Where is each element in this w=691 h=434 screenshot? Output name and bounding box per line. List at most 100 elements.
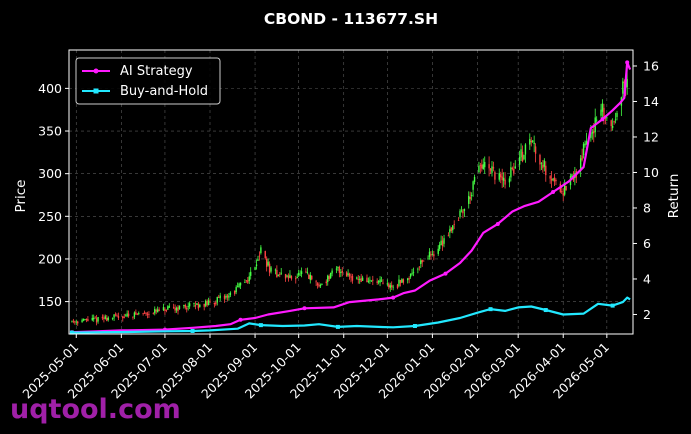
candle-body — [299, 274, 301, 276]
candle-body — [613, 121, 615, 123]
candle-body — [319, 284, 322, 287]
legend-label-buy-and-hold: Buy-and-Hold — [120, 84, 208, 99]
candle-body — [206, 301, 208, 306]
legend-box — [75, 57, 221, 105]
candle-body — [510, 167, 512, 178]
candle-body — [219, 295, 221, 299]
candle-body — [611, 125, 614, 128]
candle-body — [124, 315, 127, 317]
candle-body — [239, 282, 242, 286]
candle-body — [175, 307, 178, 311]
candle-body — [135, 312, 137, 315]
candle-body — [412, 271, 415, 273]
candle-body — [93, 317, 95, 320]
candle-body — [74, 321, 76, 323]
tick-label-left: 350 — [38, 124, 62, 139]
candle-body — [188, 303, 191, 307]
candle-body — [126, 313, 128, 317]
candle-body — [274, 269, 277, 271]
candle-body — [379, 279, 381, 283]
candle-body — [595, 119, 598, 121]
candle-body — [348, 273, 351, 277]
candle-body — [347, 273, 349, 276]
candle-body — [479, 165, 482, 167]
candle-body — [382, 282, 384, 284]
tick-label-right: 4 — [643, 271, 651, 286]
candle-body — [438, 244, 441, 249]
candle-body — [305, 271, 307, 273]
candle-body — [345, 272, 348, 277]
plot-frame — [68, 49, 634, 335]
candle-body — [376, 281, 378, 283]
candle-body — [223, 295, 226, 299]
series-point-buy-and-hold — [412, 324, 417, 329]
candle-body — [593, 131, 595, 134]
candle-body — [469, 197, 471, 200]
candle-body — [258, 255, 261, 257]
tick-label-right: 6 — [643, 236, 651, 251]
candle-body — [441, 240, 444, 246]
series-point-ai-strategy — [600, 117, 605, 122]
candle-body — [234, 290, 236, 294]
candle-body — [550, 178, 553, 181]
candle-body — [491, 166, 493, 173]
candle-body — [95, 318, 98, 323]
candle-body — [524, 144, 527, 155]
candle-body — [473, 176, 476, 182]
candle-body — [534, 146, 537, 154]
candle-body — [138, 313, 140, 315]
candle-body — [165, 310, 168, 311]
candle-body — [101, 316, 104, 319]
series-point-buy-and-hold — [543, 308, 548, 313]
candle-body — [183, 305, 185, 306]
candle-body — [453, 224, 455, 225]
candle-body — [311, 275, 313, 280]
candle-body — [463, 208, 466, 212]
candle-body — [276, 270, 278, 278]
watermark: uqtool.com — [10, 394, 181, 425]
candle-body — [431, 254, 434, 255]
candle-body — [215, 302, 217, 305]
chart-title: CBOND - 113677.SH — [264, 10, 438, 28]
candle-body — [236, 286, 239, 288]
candle-body — [85, 318, 88, 321]
candle-body — [584, 143, 586, 146]
candle-body — [133, 312, 136, 317]
candle-body — [113, 314, 115, 318]
candle-body — [338, 266, 341, 273]
candle-body — [543, 160, 546, 167]
candle-body — [452, 225, 454, 231]
candle-body — [520, 149, 522, 158]
candle-body — [581, 155, 583, 160]
candle-body — [155, 310, 157, 312]
series-lines — [69, 60, 632, 335]
candle-body — [398, 279, 400, 286]
candle-body — [77, 321, 79, 324]
candle-body — [399, 280, 402, 284]
candle-body — [106, 317, 108, 321]
candle-body — [72, 320, 75, 322]
candle-body — [111, 318, 114, 319]
candle-body — [340, 272, 342, 274]
candle-body — [600, 109, 602, 116]
candle-body — [489, 168, 492, 171]
candle-body — [585, 141, 588, 145]
candle-body — [502, 177, 505, 181]
candle-body — [359, 279, 361, 280]
candle-body — [406, 278, 409, 281]
candle-body — [270, 267, 272, 272]
candle-body — [401, 279, 403, 283]
series-point-ai-strategy — [495, 221, 500, 226]
candle-body — [279, 274, 281, 275]
candle-body — [350, 276, 352, 278]
candle-body — [254, 267, 256, 270]
candle-body — [590, 133, 592, 138]
candle-body — [174, 307, 176, 311]
candle-body — [500, 174, 502, 178]
candle-body — [604, 118, 607, 120]
candle-body — [225, 295, 227, 298]
candle-body — [107, 317, 109, 320]
series-point-buy-and-hold — [258, 323, 263, 328]
candle-body — [268, 263, 271, 273]
